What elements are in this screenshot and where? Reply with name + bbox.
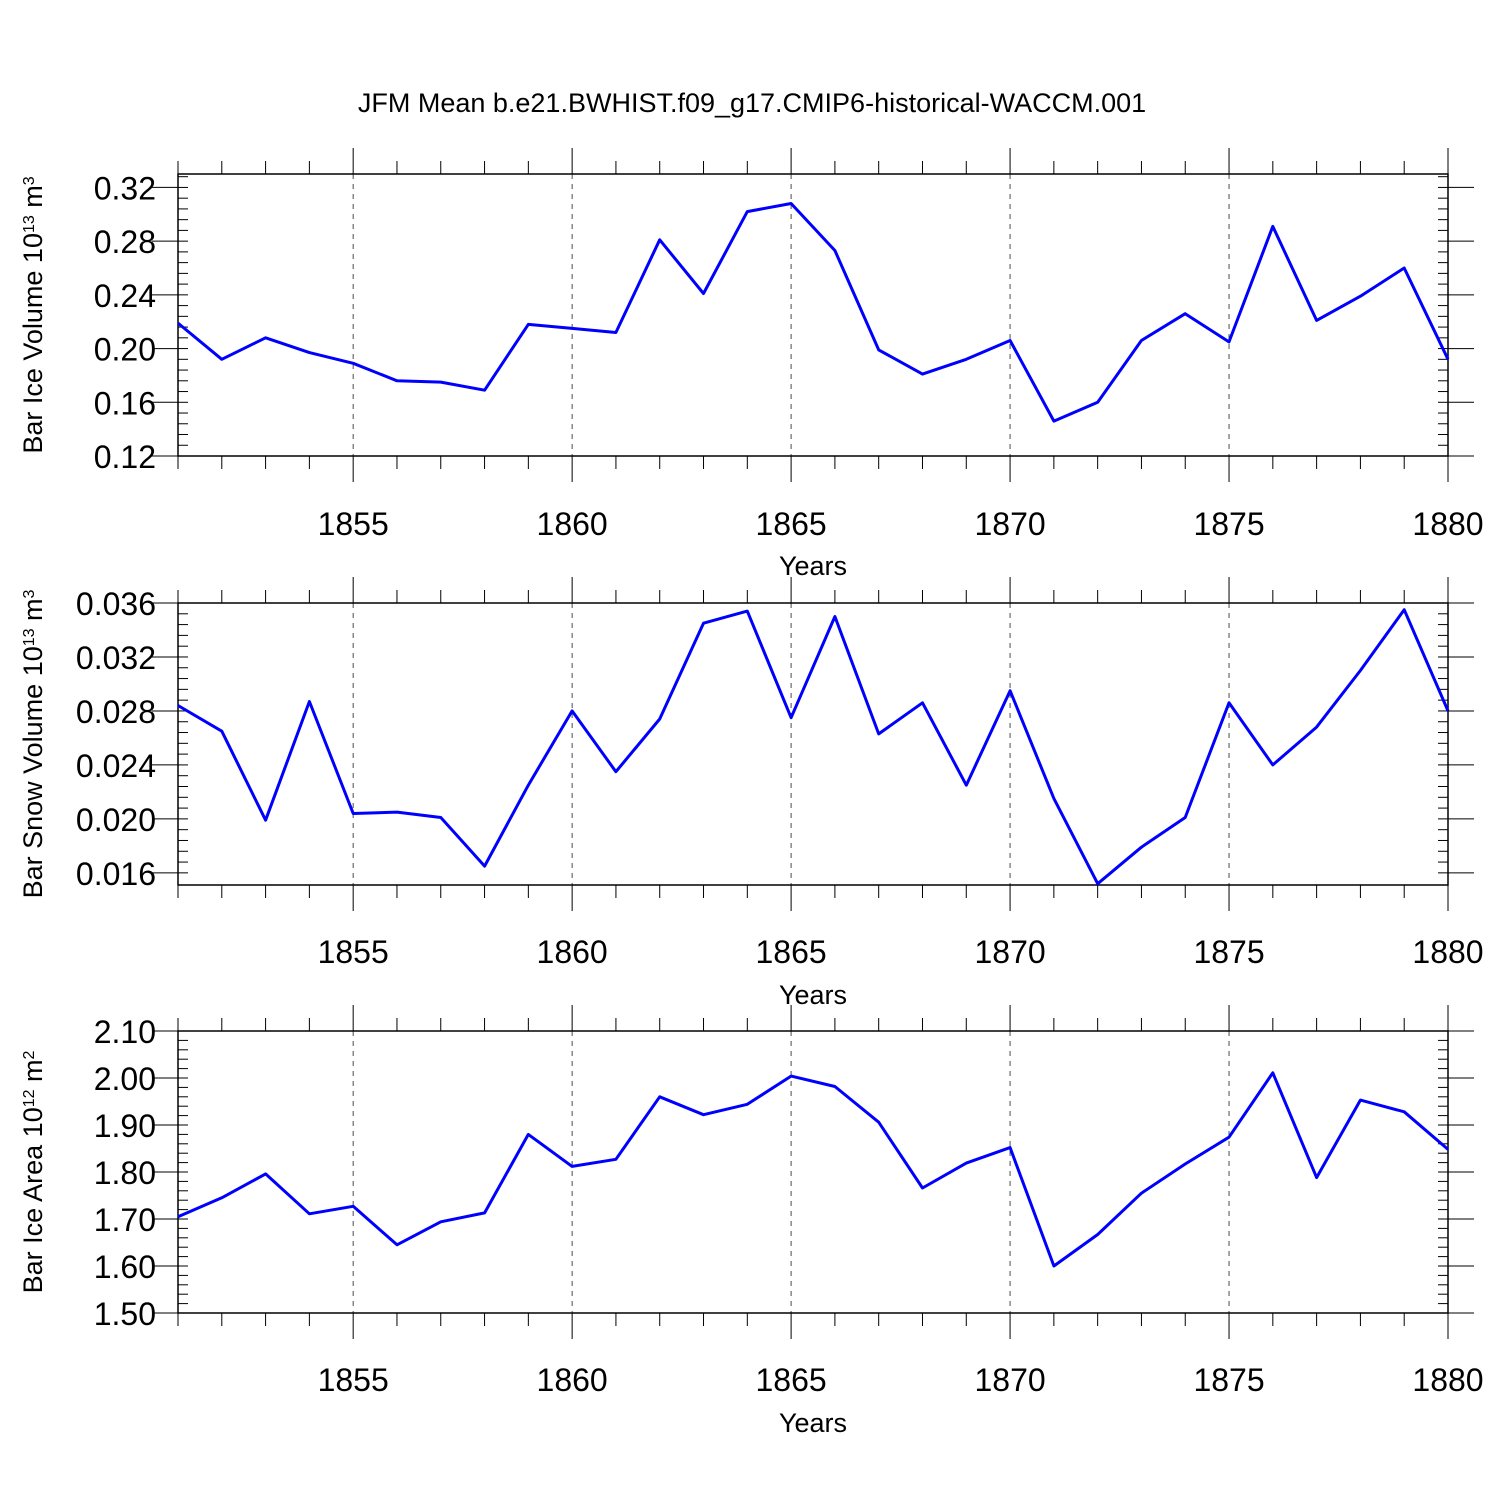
x-tick-label: 1875 (1193, 1362, 1264, 1398)
y-tick-label: 1.90 (94, 1108, 156, 1144)
y-tick-label: 0.28 (94, 224, 156, 260)
x-tick-label: 1870 (974, 1362, 1045, 1398)
x-tick-label: 1875 (1193, 506, 1264, 542)
x-tick-label: 1880 (1412, 934, 1483, 970)
y-tick-label: 1.50 (94, 1296, 156, 1332)
x-tick-label: 1870 (974, 934, 1045, 970)
x-tick-label: 1880 (1412, 1362, 1483, 1398)
y-tick-label: 0.20 (94, 332, 156, 368)
y-tick-label: 2.10 (94, 1014, 156, 1050)
y-tick-label: 2.00 (94, 1061, 156, 1097)
y-tick-label: 0.036 (76, 586, 156, 622)
chart-panel-3: 1.50 1.60 1.70 1.80 1.90 2.00 2.10 1855 1860 1865… (18, 1005, 1484, 1438)
y-tick-label: 1.60 (94, 1249, 156, 1285)
x-tick-label: 1855 (318, 506, 389, 542)
x-tick-label: 1880 (1412, 506, 1483, 542)
x-tick-label: 1865 (756, 1362, 827, 1398)
x-tick-label: 1860 (537, 934, 608, 970)
x-tick-label: 1855 (318, 1362, 389, 1398)
y-tick-label: 0.32 (94, 170, 156, 206)
y-tick-label: 0.032 (76, 640, 156, 676)
y-tick-label: 0.028 (76, 694, 156, 730)
x-tick-label: 1860 (537, 1362, 608, 1398)
y-axis-title: Bar Ice Volume 1013 m3 (18, 176, 48, 453)
y-tick-label: 0.020 (76, 802, 156, 838)
x-tick-label: 1860 (537, 506, 608, 542)
plot-frame (177, 1030, 1449, 1314)
series-line (177, 202, 1450, 423)
x-tick-label: 1865 (756, 506, 827, 542)
chart-panel-2: 0.016 0.020 0.024 0.028 0.032 0.036 1855 1860 18… (18, 577, 1484, 1010)
x-axis-title: Years (779, 1408, 847, 1438)
chart-panel-1: 0.12 0.16 0.20 0.24 0.28 0.32 1855 1860 1865 1870… (18, 148, 1484, 581)
plot-frame (177, 602, 1449, 886)
y-tick-label: 0.024 (76, 748, 156, 784)
x-axis-title: Years (779, 980, 847, 1010)
y-tick-label: 0.24 (94, 278, 156, 314)
plot-frame (177, 173, 1449, 457)
x-tick-label: 1875 (1193, 934, 1264, 970)
y-axis-title: Bar Snow Volume 1013 m3 (18, 589, 48, 898)
y-tick-label: 0.12 (94, 439, 156, 475)
y-tick-label: 0.16 (94, 385, 156, 421)
series-line (177, 608, 1450, 886)
x-axis-title: Years (779, 551, 847, 581)
series-line (177, 1071, 1449, 1268)
y-tick-label: 1.70 (94, 1202, 156, 1238)
x-tick-label: 1870 (974, 506, 1045, 542)
y-axis-title: Bar Ice Area 1012 m2 (18, 1050, 48, 1293)
chart-title: JFM Mean b.e21.BWHIST.f09_g17.CMIP6-hist… (358, 88, 1146, 118)
y-tick-label: 1.80 (94, 1155, 156, 1191)
x-tick-label: 1865 (756, 934, 827, 970)
y-tick-label: 0.016 (76, 856, 156, 892)
x-tick-label: 1855 (318, 934, 389, 970)
